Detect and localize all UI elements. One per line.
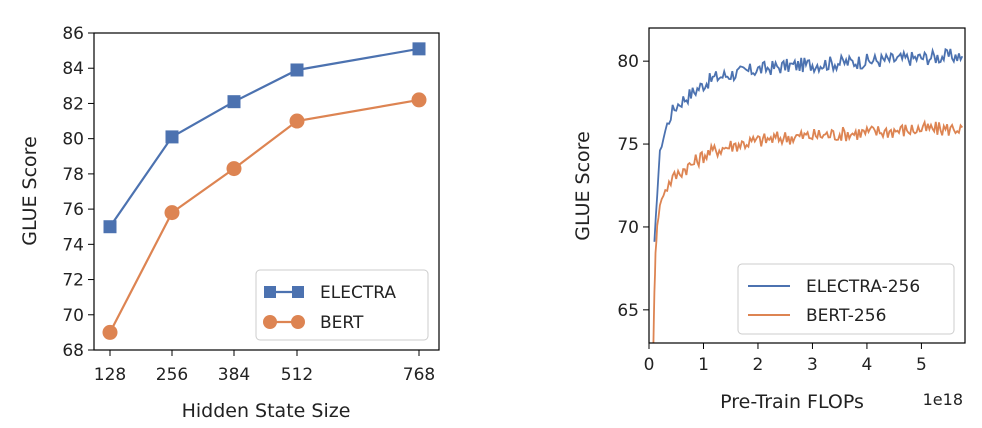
- x-tick-label: 2: [753, 355, 764, 375]
- legend-label-bert-256: BERT-256: [806, 306, 886, 326]
- data-point-bert: [164, 205, 180, 221]
- y-tick-label: 76: [62, 200, 84, 220]
- legend: ELECTRA-256 BERT-256: [737, 263, 955, 335]
- x-tick-label: 1: [698, 355, 709, 375]
- legend-marker-bert: [263, 315, 277, 329]
- x-tick-label: 384: [218, 365, 250, 385]
- legend-box: [737, 263, 955, 335]
- y-tick-label: 80: [617, 52, 639, 72]
- legend: ELECTRA BERT: [255, 269, 429, 341]
- x-tick-label: 5: [916, 355, 927, 375]
- flops-chart: 65 70 75 80 0 1 2 3 4 5 Pre-Train FLOPs 1e18 GLU…: [572, 27, 966, 413]
- x-axis-label: Hidden State Size: [182, 400, 351, 422]
- data-point-electra: [165, 130, 179, 144]
- legend-label-electra-256: ELECTRA-256: [806, 277, 920, 297]
- data-point-electra: [227, 95, 241, 109]
- plot-frame: [648, 27, 966, 344]
- x-axis-label: Pre-Train FLOPs: [720, 391, 864, 413]
- y-tick-label: 70: [62, 306, 84, 326]
- x-offset-label: 1e18: [923, 390, 963, 409]
- y-tick-label: 78: [62, 165, 84, 185]
- y-tick-label: 74: [62, 235, 84, 255]
- legend-marker-electra: [292, 286, 304, 298]
- data-point-bert: [226, 161, 242, 177]
- data-point-bert: [289, 113, 305, 129]
- series-line-bert-256: [652, 119, 963, 343]
- y-tick-label: 86: [62, 24, 84, 44]
- legend-marker-electra: [264, 286, 276, 298]
- data-point-electra: [103, 220, 117, 234]
- legend-label-bert: BERT: [320, 313, 364, 333]
- y-tick-label: 70: [617, 218, 639, 238]
- legend-marker-bert: [291, 315, 305, 329]
- y-tick-label: 72: [62, 271, 84, 291]
- x-tick-label: 512: [281, 365, 313, 385]
- hidden-size-chart: 68 70 72 74 76 78 80 82 84 86 128 256 384 512 768 Hid…: [19, 24, 440, 422]
- data-point-electra: [290, 63, 304, 77]
- y-axis-label: GLUE Score: [19, 136, 41, 246]
- x-tick-label: 128: [94, 365, 126, 385]
- data-point-bert: [102, 324, 118, 340]
- x-tick-label: 768: [403, 365, 435, 385]
- y-tick-label: 68: [62, 341, 84, 361]
- x-tick-label: 0: [644, 355, 655, 375]
- y-tick-label: 82: [62, 94, 84, 114]
- legend-label-electra: ELECTRA: [320, 283, 396, 303]
- y-tick-label: 80: [62, 130, 84, 150]
- data-point-electra: [412, 42, 426, 56]
- y-tick-label: 75: [617, 135, 639, 155]
- x-tick-label: 3: [807, 355, 818, 375]
- x-tick-label: 4: [862, 355, 873, 375]
- y-axis-label: GLUE Score: [572, 131, 594, 241]
- series-line-electra: [109, 47, 420, 228]
- series-line-electra-256: [653, 47, 964, 242]
- x-tick-label: 256: [156, 365, 188, 385]
- plot-frame: [93, 32, 440, 351]
- data-point-bert: [411, 92, 427, 108]
- y-tick-label: 65: [617, 301, 639, 321]
- y-tick-label: 84: [62, 59, 84, 79]
